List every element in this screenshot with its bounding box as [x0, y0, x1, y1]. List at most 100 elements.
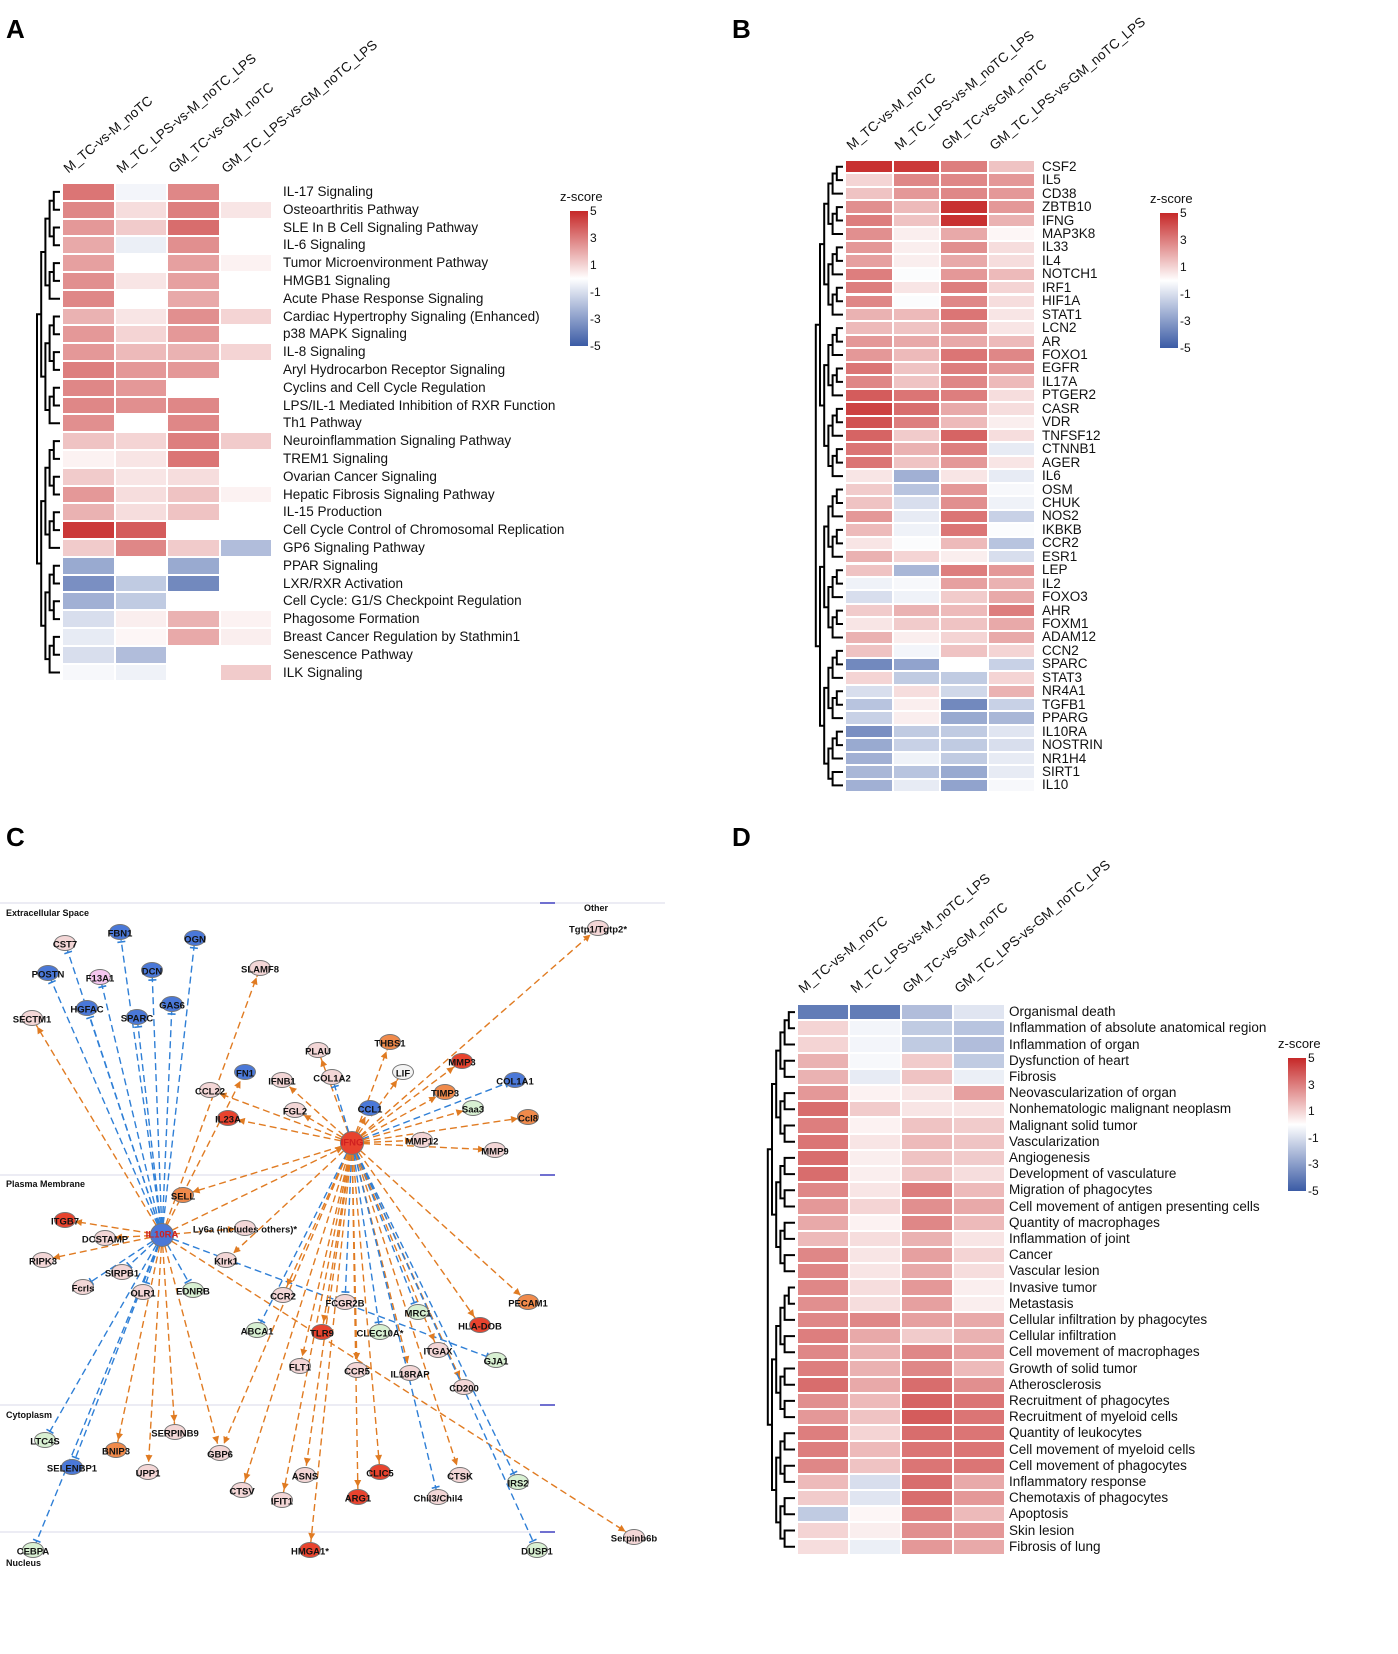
heatmap-cell: [845, 765, 893, 779]
network-edge-activation: [351, 1091, 446, 1144]
gene-node: [172, 1187, 194, 1203]
heatmap-cell: [114, 307, 167, 326]
network-edge-activation: [161, 1234, 176, 1433]
gene-node: [469, 1317, 491, 1333]
heatmap-cell: [219, 200, 272, 219]
heatmap-cell: [849, 1117, 901, 1134]
heatmap-cell: [797, 1473, 849, 1490]
heatmap-cell: [845, 173, 893, 187]
heatmap-cell: [797, 1230, 849, 1247]
heatmap-cell: [901, 1068, 953, 1085]
heatmap-cell: [797, 1457, 849, 1474]
network-edge-activation: [351, 1142, 439, 1351]
heatmap-cell: [987, 240, 1035, 255]
gene-node-label: IL10RA: [145, 1229, 179, 1241]
heatmap-cell: [845, 724, 893, 739]
row-label: IL33: [1042, 239, 1069, 255]
heatmap-cell: [849, 1247, 901, 1264]
heatmap-cell: [901, 1247, 953, 1264]
heatmap-cell: [845, 630, 893, 645]
heatmap-cell: [845, 321, 893, 335]
heatmap-cell: [167, 467, 220, 486]
heatmap-cell: [987, 307, 1035, 322]
heatmap-cell: [849, 1392, 901, 1409]
heatmap-cell: [845, 482, 893, 497]
heatmap-cell: [953, 1295, 1005, 1312]
arrowhead: [237, 1117, 246, 1125]
heatmap-cell: [940, 429, 988, 443]
gene-node: [234, 1064, 256, 1080]
heatmap-cell: [797, 1441, 849, 1458]
heatmap-cell: [901, 1085, 953, 1102]
network-edge-inhibition: [161, 1234, 497, 1361]
heatmap-cell: [845, 657, 893, 672]
gene-node: [89, 969, 111, 985]
heatmap-cell: [114, 663, 167, 682]
heatmap-cell: [114, 574, 167, 593]
heatmap-cell: [953, 1360, 1005, 1377]
heatmap-cell: [845, 267, 893, 282]
heatmap-cell: [953, 1344, 1005, 1361]
row-label: ILK Signaling: [283, 664, 363, 680]
network-edge-inhibition: [64, 942, 163, 1236]
inhibition-bar: [64, 950, 73, 955]
gene-node-label: IL23A: [215, 1114, 241, 1126]
row-label: LCN2: [1042, 320, 1077, 336]
heatmap-cell: [845, 751, 893, 766]
inhibition-bar: [32, 1538, 41, 1544]
heatmap-cell: [845, 698, 893, 712]
row-label: Neovascularization of organ: [1009, 1085, 1177, 1101]
heatmap-cell: [62, 556, 115, 575]
heatmap-cell: [940, 550, 988, 564]
heatmap-cell: [940, 590, 988, 604]
heatmap-cell: [797, 1133, 849, 1150]
heatmap-cell: [114, 200, 167, 219]
heatmap-cell: [167, 218, 220, 237]
inhibition-bar: [410, 1300, 419, 1305]
network-edge-activation: [281, 1142, 353, 1501]
heatmap-cell: [892, 630, 940, 645]
heatmap-cell: [167, 574, 220, 593]
arrowhead: [37, 1026, 44, 1035]
heatmap-cell: [849, 1004, 901, 1021]
heatmap-cell: [940, 751, 988, 766]
network-edge-inhibition: [161, 937, 196, 1236]
heatmap-cell: [940, 738, 988, 752]
gene-node-label: GBP6: [207, 1449, 233, 1461]
heatmap-cell: [114, 361, 167, 379]
heatmap-cell: [987, 455, 1035, 470]
heatmap-cell: [987, 173, 1035, 187]
gene-node-label: CCL22: [194, 1086, 226, 1098]
arrowhead: [428, 1096, 437, 1104]
heatmap-cell: [940, 334, 988, 349]
network-edge-activation: [351, 1142, 461, 1476]
gene-node: [449, 1467, 471, 1483]
network-edge-inhibition: [344, 1142, 353, 1303]
legend-tick: 5: [1308, 1051, 1315, 1065]
heatmap-cell: [845, 738, 893, 752]
arrowhead: [250, 977, 258, 986]
heatmap-cell: [849, 1085, 901, 1102]
legend-tick: -1: [1180, 287, 1191, 301]
heatmap-cell: [797, 1409, 849, 1426]
network-edge-activation: [309, 1142, 353, 1551]
heatmap-cell: [940, 160, 988, 174]
gene-node-label: UPP1: [135, 1468, 161, 1480]
heatmap-cell: [114, 539, 167, 557]
legend-title: z-score: [1278, 1036, 1321, 1051]
heatmap-cell: [892, 536, 940, 551]
heatmap-cell: [892, 576, 940, 591]
row-label: SLE In B Cell Signaling Pathway: [283, 219, 479, 235]
row-label: IRF1: [1042, 279, 1072, 295]
legend-colorbar: [570, 211, 588, 346]
gene-node: [462, 1100, 484, 1116]
heatmap-cell: [845, 469, 893, 483]
heatmap-cell: [901, 1360, 953, 1377]
row-label: TGFB1: [1042, 696, 1086, 712]
row-label: IL2: [1042, 575, 1061, 591]
heatmap-cell: [845, 496, 893, 510]
heatmap-cell: [953, 1457, 1005, 1474]
heatmap-cell: [845, 563, 893, 577]
row-label: IL-6 Signaling: [283, 237, 366, 253]
row-label: Fibrosis of lung: [1009, 1538, 1101, 1554]
